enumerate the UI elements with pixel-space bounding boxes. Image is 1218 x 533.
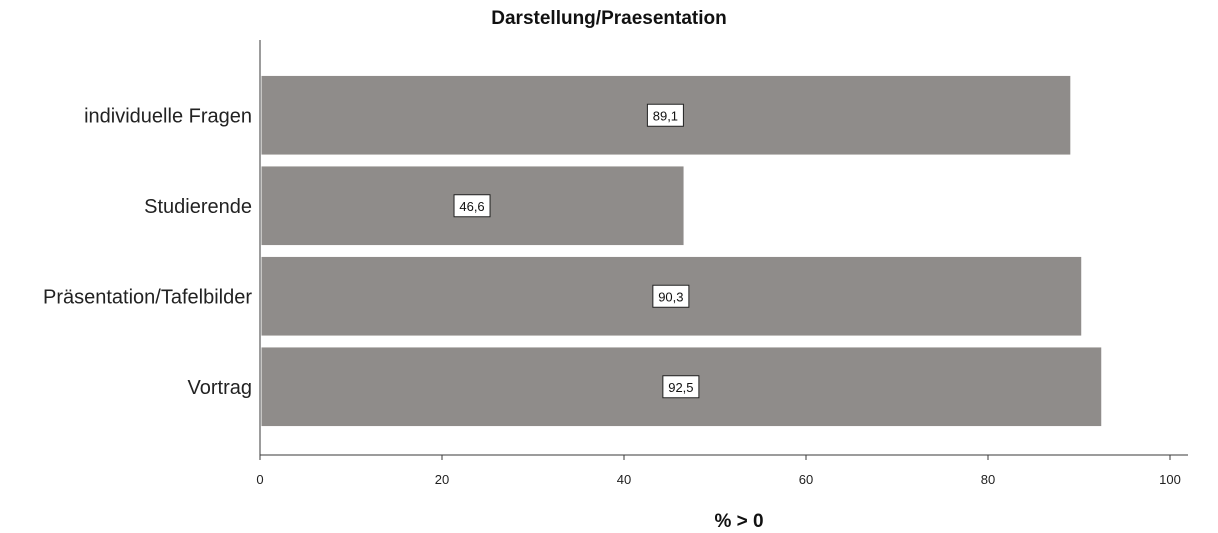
x-tick-label: 80 bbox=[981, 472, 995, 487]
x-tick-label: 40 bbox=[617, 472, 631, 487]
data-label-box bbox=[662, 375, 700, 399]
bars-layer bbox=[260, 74, 1103, 428]
data-label: 92,5 bbox=[668, 380, 693, 395]
x-tick-label: 100 bbox=[1159, 472, 1181, 487]
y-tick-labels: individuelle Fragen Studierende Präsentati… bbox=[43, 105, 252, 399]
x-tick-label: 60 bbox=[799, 472, 813, 487]
data-label: 89,1 bbox=[653, 108, 678, 123]
data-label-box bbox=[652, 284, 690, 308]
x-tick-label: 20 bbox=[435, 472, 449, 487]
y-tick-label: individuelle Fragen bbox=[84, 105, 252, 127]
x-tick-labels: 0 20 40 60 80 100 bbox=[256, 455, 1181, 487]
y-tick-label: Studierende bbox=[144, 196, 252, 218]
x-axis-label: % > 0 bbox=[714, 511, 764, 532]
data-labels-layer: 89,1 46,6 90,3 92,5 bbox=[453, 103, 700, 399]
chart-title: Darstellung/Praesentation bbox=[491, 8, 727, 29]
data-label-box bbox=[646, 103, 684, 127]
y-tick-label: Präsentation/Tafelbilder bbox=[43, 286, 252, 308]
x-tick-label: 0 bbox=[256, 472, 263, 487]
data-label-box bbox=[453, 194, 491, 218]
y-tick-label: Vortrag bbox=[188, 377, 252, 399]
bar bbox=[260, 165, 685, 247]
data-label: 46,6 bbox=[459, 199, 484, 214]
data-label: 90,3 bbox=[658, 289, 683, 304]
